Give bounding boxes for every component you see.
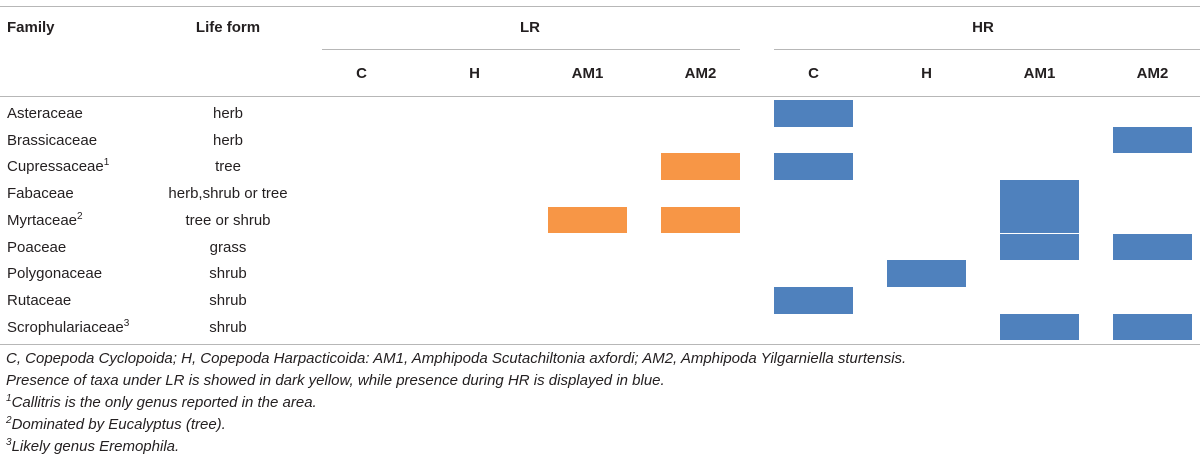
presence-bar-hr: [774, 153, 853, 181]
subcolumn-header-hr-am2: AM2: [1136, 65, 1169, 82]
subcolumn-header-lr-am1: AM1: [571, 65, 604, 82]
life-form-cell: shrub: [209, 291, 247, 309]
family-cell: Rutaceae: [7, 293, 71, 308]
footnote-abbreviations: C, Copepoda Cyclopoida; H, Copepoda Harp…: [6, 350, 907, 367]
footnote-2: 2Dominated by Eucalyptus (tree).: [6, 415, 226, 433]
footnote-mark: 2: [6, 415, 12, 426]
lr-group-rule: [322, 49, 740, 50]
family-name: Polygonaceae: [7, 265, 103, 283]
presence-bar-hr: [1113, 313, 1192, 341]
header-hr: HR: [972, 19, 994, 36]
life-form-cell: tree: [215, 158, 241, 176]
hr-group-rule: [774, 49, 1200, 50]
life-form-cell: herb,shrub or tree: [168, 185, 288, 203]
presence-bar-hr: [1113, 126, 1192, 154]
footnote-1: 1Callitris is the only genus reported in…: [6, 393, 317, 411]
presence-bar-hr: [1113, 233, 1192, 261]
presence-bar-hr: [887, 260, 966, 287]
family-cell: Poaceae: [7, 240, 66, 255]
table-bottom-rule: [0, 344, 1200, 345]
life-form-cell: tree or shrub: [185, 211, 271, 229]
subcolumn-header-lr-h: H: [469, 65, 480, 82]
subcolumn-header-lr-am2: AM2: [684, 65, 717, 82]
family-name: Cupressaceae: [7, 158, 104, 176]
presence-bar-hr: [1000, 233, 1079, 261]
family-cell: Polygonaceae: [7, 266, 102, 281]
family-cell: Fabaceae: [7, 186, 74, 201]
family-cell: Scrophulariaceae3: [7, 317, 130, 336]
footnote-marker: 2: [77, 210, 83, 222]
family-name: Scrophulariaceae: [7, 318, 124, 336]
family-name: Brassicaceae: [7, 131, 98, 149]
family-name: Asteraceae: [7, 105, 83, 122]
presence-bar-hr: [774, 286, 853, 314]
subcolumn-header-hr-am1: AM1: [1023, 65, 1056, 82]
subcolumn-header-hr-h: H: [921, 65, 932, 82]
life-form-cell: grass: [209, 238, 247, 256]
life-form-cell: shrub: [209, 318, 247, 336]
family-cell: Myrtaceae2: [7, 210, 83, 229]
header-life-form: Life form: [195, 19, 261, 36]
footnote-text: Dominated by Eucalyptus (tree).: [11, 416, 226, 433]
table-top-rule: [0, 6, 1200, 7]
family-name: Poaceae: [7, 238, 67, 256]
header-family: Family: [7, 19, 55, 36]
subcolumn-header-hr-c: C: [808, 65, 819, 82]
presence-bar-lr: [548, 206, 627, 234]
family-cell: Brassicaceae: [7, 133, 97, 148]
presence-bar-hr: [1000, 180, 1079, 207]
footnote-text: Likely genus Eremophila.: [11, 438, 180, 455]
family-name: Rutaceae: [7, 291, 72, 309]
life-form-cell: herb: [212, 131, 244, 149]
family-cell: Asteraceae: [7, 106, 83, 121]
presence-bar-lr: [661, 153, 740, 181]
footnote-color-legend: Presence of taxa under LR is showed in d…: [6, 372, 665, 389]
presence-bar-hr: [1000, 206, 1079, 234]
family-name: Myrtaceae: [7, 211, 78, 229]
presence-bar-hr: [1000, 313, 1079, 341]
footnote-text: Callitris is the only genus reported in …: [11, 394, 317, 411]
footnote-mark: 3: [6, 437, 12, 448]
presence-bar-lr: [661, 206, 740, 234]
family-cell: Cupressaceae1: [7, 157, 110, 176]
subcolumn-header-lr-c: C: [356, 65, 367, 82]
footnote-mark: 1: [6, 393, 12, 404]
footnote-marker: 3: [123, 317, 130, 329]
life-form-cell: shrub: [209, 265, 247, 283]
footnote-marker: 1: [103, 157, 110, 169]
footnote-3: 3Likely genus Eremophila.: [6, 437, 180, 455]
life-form-cell: herb: [212, 105, 244, 122]
presence-bar-hr: [774, 100, 853, 127]
family-name: Fabaceae: [7, 185, 74, 203]
header-bottom-rule: [0, 96, 1200, 97]
header-lr: LR: [520, 19, 540, 36]
